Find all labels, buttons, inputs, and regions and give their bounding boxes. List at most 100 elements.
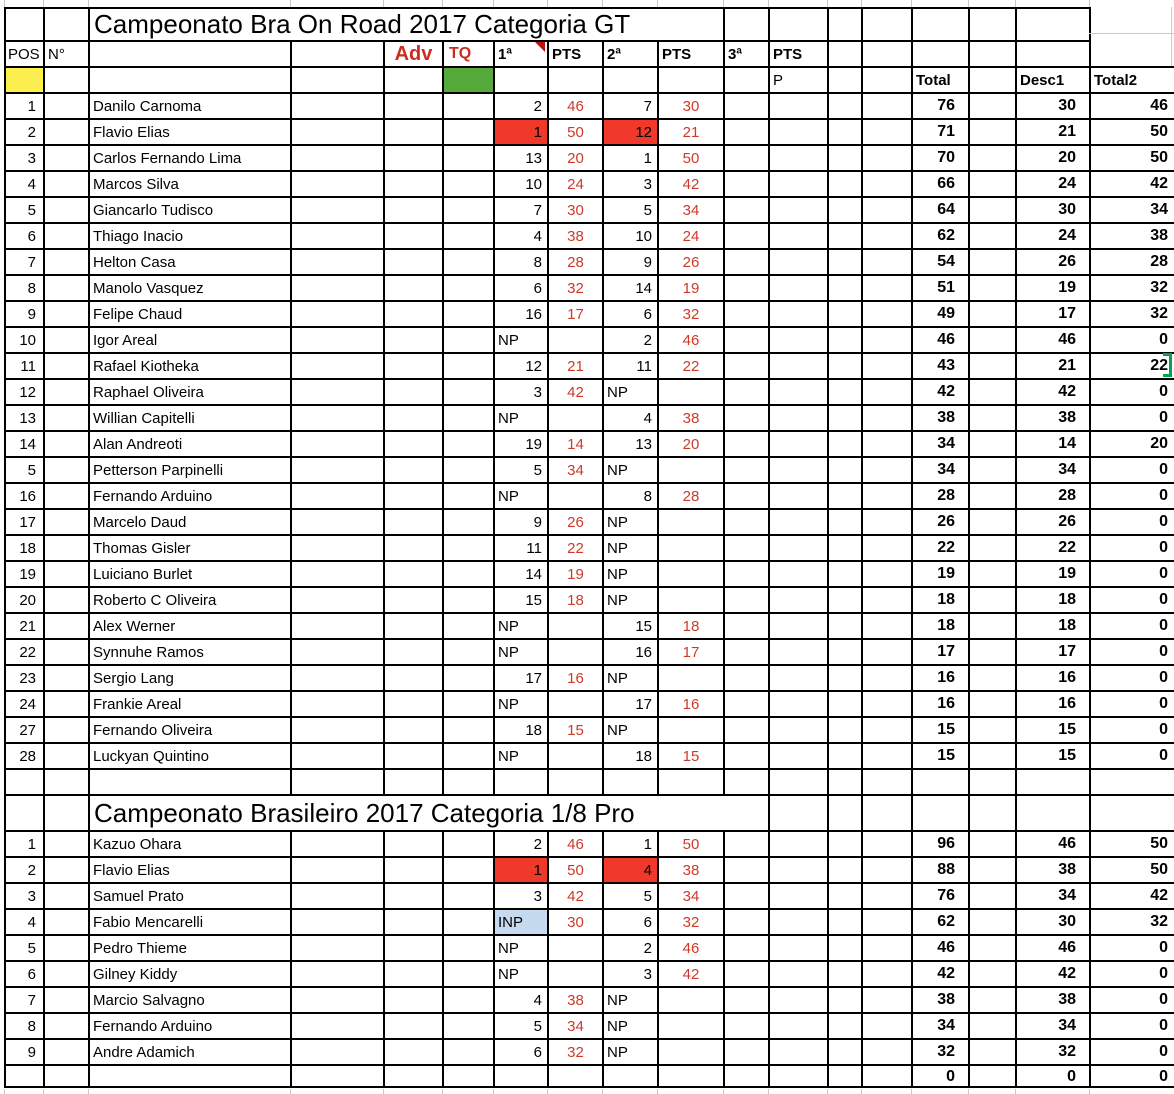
cell-pts3[interactable]	[768, 144, 827, 170]
cell-desc1[interactable]: 38	[1015, 404, 1089, 430]
cell-adv[interactable]	[383, 716, 442, 742]
cell-race1[interactable]: 1	[493, 856, 547, 882]
cell-driver-name[interactable]: Frankie Areal	[88, 690, 290, 716]
cell-pts2[interactable]: 32	[657, 908, 723, 934]
cell-blank[interactable]	[968, 248, 1015, 274]
cell-pts3[interactable]	[768, 378, 827, 404]
cell-blank[interactable]	[861, 856, 911, 882]
cell-race2[interactable]: NP	[602, 508, 657, 534]
cell-race2[interactable]: 7	[602, 92, 657, 118]
cell-total[interactable]: 49	[911, 300, 968, 326]
cell-blank[interactable]	[968, 196, 1015, 222]
cell-blank[interactable]	[827, 430, 861, 456]
cell-race1[interactable]: NP	[493, 934, 547, 960]
cell-blank[interactable]	[827, 482, 861, 508]
cell-driver-name[interactable]: Marcos Silva	[88, 170, 290, 196]
cell-race3[interactable]	[723, 118, 768, 144]
cell-tq[interactable]	[442, 986, 493, 1012]
cell-blank[interactable]	[290, 534, 383, 560]
cell-blank[interactable]	[968, 92, 1015, 118]
cell-num[interactable]	[43, 170, 88, 196]
cell-pos[interactable]: 6	[4, 222, 43, 248]
cell-blank[interactable]	[827, 222, 861, 248]
cell-race3[interactable]	[723, 638, 768, 664]
cell-total[interactable]: 16	[911, 664, 968, 690]
cell-pts1[interactable]: 50	[547, 118, 602, 144]
cell-blank[interactable]	[290, 508, 383, 534]
cell-driver-name[interactable]: Flavio Elias	[88, 118, 290, 144]
cell-pts3[interactable]	[768, 534, 827, 560]
cell-race1[interactable]: 15	[493, 586, 547, 612]
cell-adv[interactable]	[383, 144, 442, 170]
cell-race2[interactable]: 17	[602, 690, 657, 716]
cell-race3[interactable]	[723, 378, 768, 404]
cell-blank[interactable]	[968, 1012, 1015, 1038]
cell-blank[interactable]	[290, 248, 383, 274]
cell-blank[interactable]	[290, 742, 383, 768]
cell-pos[interactable]: 20	[4, 586, 43, 612]
cell-adv[interactable]	[383, 934, 442, 960]
cell-driver-name[interactable]: Carlos Fernando Lima	[88, 144, 290, 170]
cell-blank[interactable]	[290, 586, 383, 612]
cell-pts3[interactable]	[768, 274, 827, 300]
cell-pts2[interactable]	[657, 986, 723, 1012]
cell-race3[interactable]	[723, 560, 768, 586]
cell-race3[interactable]	[723, 92, 768, 118]
cell-adv[interactable]	[383, 378, 442, 404]
cell-blank[interactable]	[290, 326, 383, 352]
cell-blank[interactable]	[968, 560, 1015, 586]
header-pts3[interactable]: PTS	[768, 40, 827, 66]
cell-blank[interactable]	[968, 960, 1015, 986]
cell-race3[interactable]	[723, 300, 768, 326]
cell-driver-name[interactable]: Manolo Vasquez	[88, 274, 290, 300]
cell-race1[interactable]: 13	[493, 144, 547, 170]
cell-blank[interactable]	[827, 1038, 861, 1064]
cell-blank[interactable]	[861, 960, 911, 986]
cell-tq[interactable]	[442, 170, 493, 196]
cell-total2[interactable]: 32	[1089, 274, 1174, 300]
cell-race2[interactable]: NP	[602, 986, 657, 1012]
cell-total2[interactable]: 22	[1089, 352, 1174, 378]
cell-total[interactable]: 66	[911, 170, 968, 196]
cell-desc1[interactable]: 28	[1015, 482, 1089, 508]
cell-total2[interactable]: 0	[1089, 560, 1174, 586]
cell-total2[interactable]: 0	[1089, 664, 1174, 690]
cell-race2[interactable]: NP	[602, 378, 657, 404]
cell-total2[interactable]: 0	[1089, 986, 1174, 1012]
cell-blank[interactable]	[861, 986, 911, 1012]
cell-pts2[interactable]	[657, 560, 723, 586]
cell-race2[interactable]: 6	[602, 908, 657, 934]
cell-race1[interactable]: 4	[493, 222, 547, 248]
cell-blank[interactable]	[290, 1012, 383, 1038]
cell-race3[interactable]	[723, 274, 768, 300]
cell-pts1[interactable]: 42	[547, 378, 602, 404]
cell-desc1[interactable]: 26	[1015, 508, 1089, 534]
cell-blank[interactable]	[911, 794, 968, 830]
cell-race2[interactable]: NP	[602, 560, 657, 586]
cell-blank[interactable]	[1089, 794, 1174, 830]
cell-total2[interactable]: 50	[1089, 144, 1174, 170]
cell-race1[interactable]: 4	[493, 986, 547, 1012]
cell-blank[interactable]	[861, 196, 911, 222]
cell-num[interactable]	[43, 274, 88, 300]
cell-pos[interactable]: 28	[4, 742, 43, 768]
cell-desc1[interactable]: 30	[1015, 92, 1089, 118]
cell-race2[interactable]: 11	[602, 352, 657, 378]
cell-desc1[interactable]: 30	[1015, 196, 1089, 222]
header-tq[interactable]: TQ	[442, 40, 493, 66]
cell-tq[interactable]	[442, 856, 493, 882]
cell-blank[interactable]	[968, 664, 1015, 690]
cell-blank[interactable]	[827, 690, 861, 716]
cell-blank[interactable]	[1015, 794, 1089, 830]
cell-race3[interactable]	[723, 882, 768, 908]
cell-adv[interactable]	[383, 222, 442, 248]
cell-race3[interactable]	[723, 1038, 768, 1064]
cell-blank[interactable]	[1089, 768, 1174, 794]
cell-blank[interactable]	[861, 934, 911, 960]
header-pos[interactable]: POS	[4, 40, 43, 66]
cell-driver-name[interactable]: Flavio Elias	[88, 856, 290, 882]
cell-blank[interactable]	[657, 768, 723, 794]
cell-pts3[interactable]	[768, 638, 827, 664]
cell-blank[interactable]	[290, 1064, 383, 1087]
cell-num[interactable]	[43, 856, 88, 882]
